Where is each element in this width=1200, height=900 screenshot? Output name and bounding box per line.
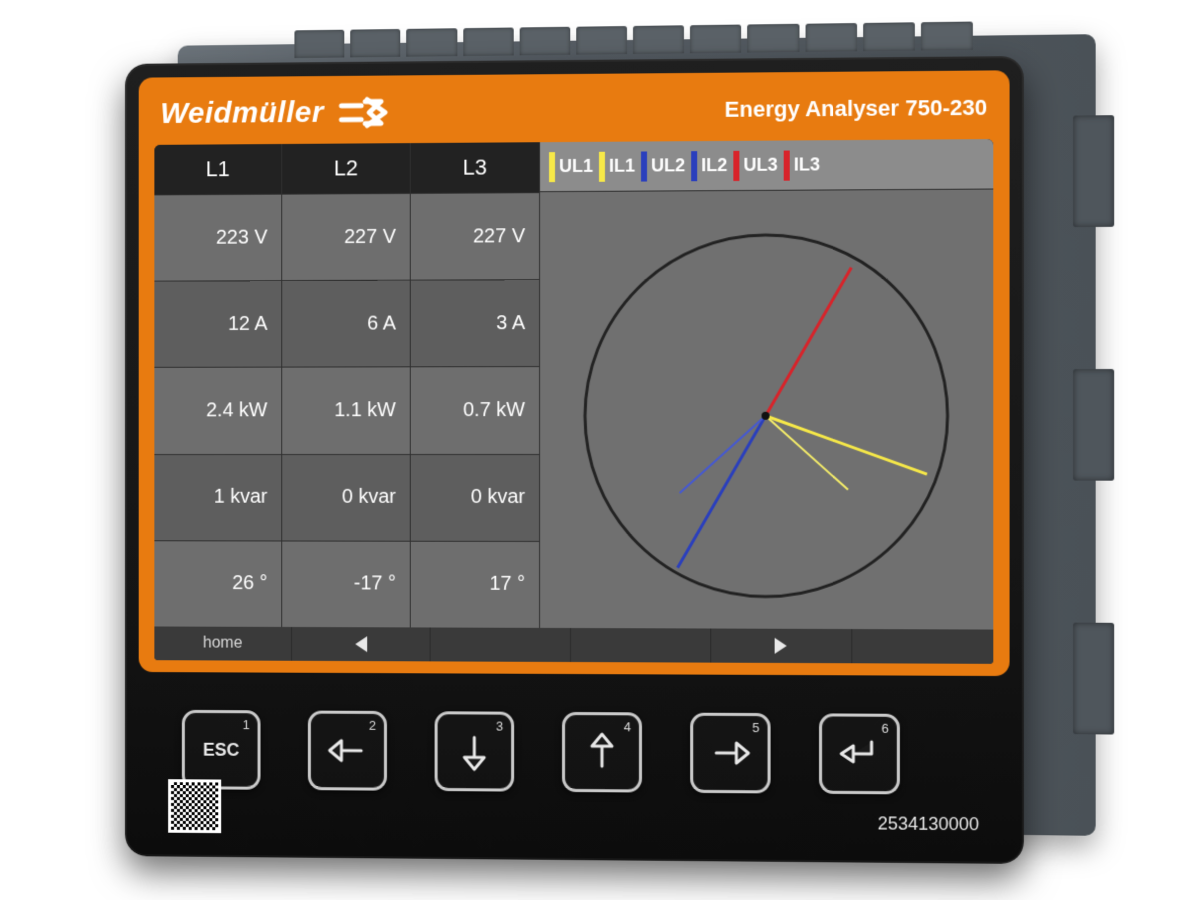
- table-cell: 0.7 kW: [411, 367, 540, 453]
- table-cell: 0 kvar: [411, 455, 540, 541]
- arrow-left-icon: [326, 729, 370, 773]
- phasor-vector-UL2: [678, 416, 766, 568]
- top-terminals: [294, 22, 972, 59]
- side-terminal: [1073, 369, 1114, 481]
- table-cell: 26 °: [154, 541, 282, 627]
- arrow-right-icon: [708, 731, 752, 775]
- column-header: L3: [411, 142, 540, 193]
- table-cell: 0 kvar: [282, 455, 411, 541]
- legend-color-chip: [599, 151, 605, 181]
- legend-color-chip: [784, 150, 790, 180]
- table-cell: 223 V: [154, 195, 282, 281]
- nav-blank: [571, 628, 711, 663]
- arrow-up-icon: [580, 730, 624, 774]
- qr-code: [168, 779, 221, 833]
- button-number: 2: [369, 718, 376, 733]
- table-row: 1 kvar0 kvar0 kvar: [154, 454, 540, 541]
- column-header: L2: [282, 143, 411, 194]
- table-row: 223 V227 V227 V: [154, 192, 540, 281]
- table-cell: 1 kvar: [154, 455, 282, 541]
- button-number: 5: [752, 720, 759, 735]
- nav-home[interactable]: home: [154, 626, 292, 660]
- phasor-vector-IL1: [766, 416, 927, 475]
- button-number: 3: [496, 719, 503, 734]
- table-cell: 12 A: [154, 281, 282, 367]
- phasor-vector-IL2: [680, 416, 766, 493]
- legend-label: IL3: [794, 154, 820, 175]
- screen-nav-bar: home: [154, 626, 993, 663]
- legend-color-chip: [549, 152, 555, 182]
- button-label: ESC: [203, 739, 239, 760]
- down-button[interactable]: 3: [435, 711, 515, 791]
- part-number: 2534130000: [878, 813, 980, 835]
- enter-button[interactable]: 6: [819, 713, 900, 794]
- header: Weidmüller Energy Analyser 750-230: [154, 83, 993, 145]
- brand-logo: Weidmüller: [160, 95, 391, 131]
- enter-icon: [837, 732, 881, 777]
- legend-label: UL1: [559, 156, 593, 177]
- legend-item: IL2: [688, 150, 730, 180]
- table-cell: 6 A: [282, 281, 411, 367]
- nav-prev[interactable]: [292, 627, 431, 661]
- legend-item: UL3: [730, 150, 780, 180]
- side-terminal: [1073, 115, 1114, 227]
- table-cell: -17 °: [282, 541, 411, 627]
- legend-label: IL1: [609, 156, 635, 177]
- product-title: Energy Analyser 750-230: [725, 95, 988, 123]
- button-number: 6: [881, 721, 888, 736]
- legend-item: IL3: [781, 150, 823, 180]
- table-row: 26 °-17 °17 °: [154, 540, 540, 628]
- side-terminal: [1073, 623, 1114, 735]
- arrow-down-icon: [452, 729, 496, 773]
- nav-next[interactable]: [711, 629, 852, 664]
- legend-color-chip: [733, 150, 739, 180]
- legend-color-chip: [691, 151, 697, 181]
- table-cell: 3 A: [411, 280, 540, 366]
- table-body: 223 V227 V227 V12 A6 A3 A2.4 kW1.1 kW0.7…: [154, 192, 540, 628]
- legend-color-chip: [641, 151, 647, 181]
- nav-blank: [431, 627, 571, 662]
- lcd-screen: L1L2L3 223 V227 V227 V12 A6 A3 A2.4 kW1.…: [154, 139, 993, 664]
- table-cell: 2.4 kW: [154, 368, 282, 454]
- phasor-legend: UL1 IL1 UL2 IL2 UL3 IL3: [540, 139, 993, 192]
- measurements-table: L1L2L3 223 V227 V227 V12 A6 A3 A2.4 kW1.…: [154, 142, 540, 628]
- esc-button[interactable]: 1 ESC: [182, 710, 261, 790]
- legend-label: IL2: [701, 155, 727, 176]
- table-cell: 227 V: [282, 194, 411, 280]
- phasor-diagram: [540, 190, 993, 630]
- table-cell: 227 V: [411, 193, 540, 280]
- left-button[interactable]: 2: [308, 711, 387, 791]
- legend-label: UL3: [743, 155, 777, 176]
- button-number: 4: [624, 719, 631, 734]
- table-header-row: L1L2L3: [154, 142, 540, 194]
- legend-item: UL2: [638, 151, 688, 181]
- orange-frame: Weidmüller Energy Analyser 750-230: [139, 70, 1010, 676]
- table-row: 12 A6 A3 A: [154, 279, 540, 367]
- phasor-vector-UL3: [766, 268, 852, 416]
- legend-label: UL2: [651, 155, 685, 176]
- column-header: L1: [154, 144, 282, 194]
- table-cell: 17 °: [411, 542, 540, 628]
- hardware-buttons: 1 ESC 2 3 4 5 6: [139, 710, 1010, 796]
- legend-item: IL1: [596, 151, 638, 181]
- brand-icon: [338, 95, 391, 129]
- legend-item: UL1: [546, 151, 596, 181]
- button-number: 1: [243, 717, 250, 732]
- front-bezel: Weidmüller Energy Analyser 750-230: [125, 56, 1024, 864]
- table-cell: 1.1 kW: [282, 368, 411, 454]
- phasor-vector-UL1: [766, 416, 848, 490]
- brand-name: Weidmüller: [160, 96, 324, 131]
- nav-blank: [852, 629, 993, 664]
- table-row: 2.4 kW1.1 kW0.7 kW: [154, 366, 540, 453]
- up-button[interactable]: 4: [562, 712, 642, 793]
- right-button[interactable]: 5: [690, 713, 770, 794]
- device: Weidmüller Energy Analyser 750-230: [100, 30, 1100, 870]
